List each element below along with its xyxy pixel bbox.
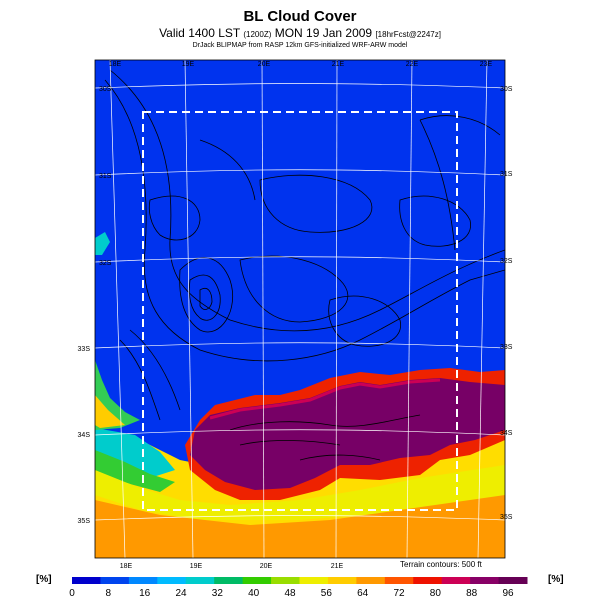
tiny-cyan-patch — [95, 232, 110, 255]
ocean-orange — [95, 495, 505, 558]
colorbar-swatch — [242, 577, 272, 584]
lon-label-top: 20E — [258, 61, 271, 68]
lon-label-bottom: 21E — [331, 563, 344, 570]
lon-label-top: 18E — [109, 61, 122, 68]
colorbar-tick-label: 8 — [106, 588, 112, 599]
lat-label-left: 35S — [78, 518, 91, 525]
lat-label-left-faint: 31S — [99, 173, 112, 180]
ocean-gradient-green — [95, 450, 175, 492]
terrain-note: Terrain contours: 500 ft — [400, 560, 482, 569]
colorbar-tick-label: 88 — [466, 588, 478, 599]
colorbar-tick-label: 64 — [357, 588, 369, 599]
lat-label-left-faint: 32S — [99, 260, 112, 267]
lat-label-right: 35S — [500, 514, 513, 521]
colorbar-unit-right: [%] — [548, 574, 564, 585]
colorbar-swatch — [214, 577, 244, 584]
colorbar-tick-label: 32 — [212, 588, 224, 599]
colorbar-ticks: 0 8 16 24 32 40 48 56 64 72 80 88 96 — [69, 588, 514, 599]
latitude-labels-left: 33S 34S 35S — [78, 346, 91, 525]
lon-label-top: 23E — [480, 61, 493, 68]
longitude-labels-bottom: 18E 19E 20E 21E — [120, 563, 344, 570]
colorbar-tick-label: 96 — [502, 588, 514, 599]
lon-label-bottom: 19E — [190, 563, 203, 570]
colorbar-tick-label: 16 — [139, 588, 151, 599]
colorbar-swatch — [413, 577, 443, 584]
lon-label-top: 21E — [332, 61, 345, 68]
colorbar-swatch — [441, 577, 471, 584]
colorbar-tick-label: 56 — [321, 588, 333, 599]
lat-label-right: 33S — [500, 344, 513, 351]
lat-label-right: 32S — [500, 258, 513, 265]
map-frame — [94, 59, 506, 559]
colorbar-swatch — [271, 577, 300, 584]
lat-label-right: 30S — [500, 86, 513, 93]
west-coast-yellow — [95, 395, 125, 428]
colorbar-swatch — [100, 577, 130, 584]
lon-label-bottom: 18E — [120, 563, 133, 570]
colorbar-swatch — [384, 577, 414, 584]
inner-domain-box — [142, 111, 458, 511]
colorbar-tick-label: 48 — [284, 588, 296, 599]
chart-subtitle: Valid 1400 LST (1200Z) MON 19 Jan 2009 [… — [0, 26, 600, 40]
utc-time: (1200Z) — [243, 30, 272, 39]
valid-date: MON 19 Jan 2009 — [274, 26, 373, 40]
colorbar-swatch — [498, 577, 528, 584]
lat-label-right: 31S — [500, 171, 513, 178]
colorbar-swatch — [327, 577, 357, 584]
colorbar-swatch — [128, 577, 158, 584]
colorbar-tick-label: 72 — [393, 588, 405, 599]
valid-time: Valid 1400 LST — [159, 26, 241, 40]
colorbar-swatch — [157, 577, 187, 584]
lat-label-left: 33S — [78, 346, 91, 353]
lon-label-top: 19E — [182, 61, 195, 68]
lat-label-left-faint: 30S — [99, 86, 112, 93]
lon-label-bottom: 20E — [260, 563, 273, 570]
lat-label-left: 34S — [78, 432, 91, 439]
colorbar-tick-label: 80 — [430, 588, 442, 599]
graticule — [95, 60, 505, 558]
colorbar-tick-label: 24 — [175, 588, 187, 599]
chart-title: BL Cloud Cover — [243, 8, 357, 25]
latitude-labels-left-faint: 30S 31S 32S — [99, 86, 112, 267]
colorbar-swatch — [185, 577, 215, 584]
map-field — [95, 60, 505, 558]
ocean-gradient-yellow — [95, 465, 505, 520]
terrain-contours — [104, 69, 505, 461]
colorbar — [72, 577, 528, 584]
model-credit: DrJack BLIPMAP from RASP 12km GFS-initia… — [192, 42, 408, 49]
ocean-gradient-cyan — [95, 428, 175, 478]
lat-label-right: 34S — [500, 430, 513, 437]
colorbar-swatch — [470, 577, 500, 584]
latitude-labels-right: 30S 31S 32S 33S 34S 35S — [500, 86, 513, 521]
longitude-labels-top: 18E 19E 20E 21E 22E 23E — [109, 61, 493, 68]
magenta-edge — [209, 378, 441, 420]
forecast-run: [18hrFcst@2247z] — [375, 30, 441, 39]
colorbar-tick-label: 40 — [248, 588, 260, 599]
colorbar-swatch — [72, 577, 101, 584]
colorbar-swatch — [299, 577, 329, 584]
colorbar-swatch — [356, 577, 386, 584]
lon-label-top: 22E — [406, 61, 419, 68]
colorbar-unit-left: [%] — [36, 574, 52, 585]
colorbar-tick-label: 0 — [69, 588, 75, 599]
